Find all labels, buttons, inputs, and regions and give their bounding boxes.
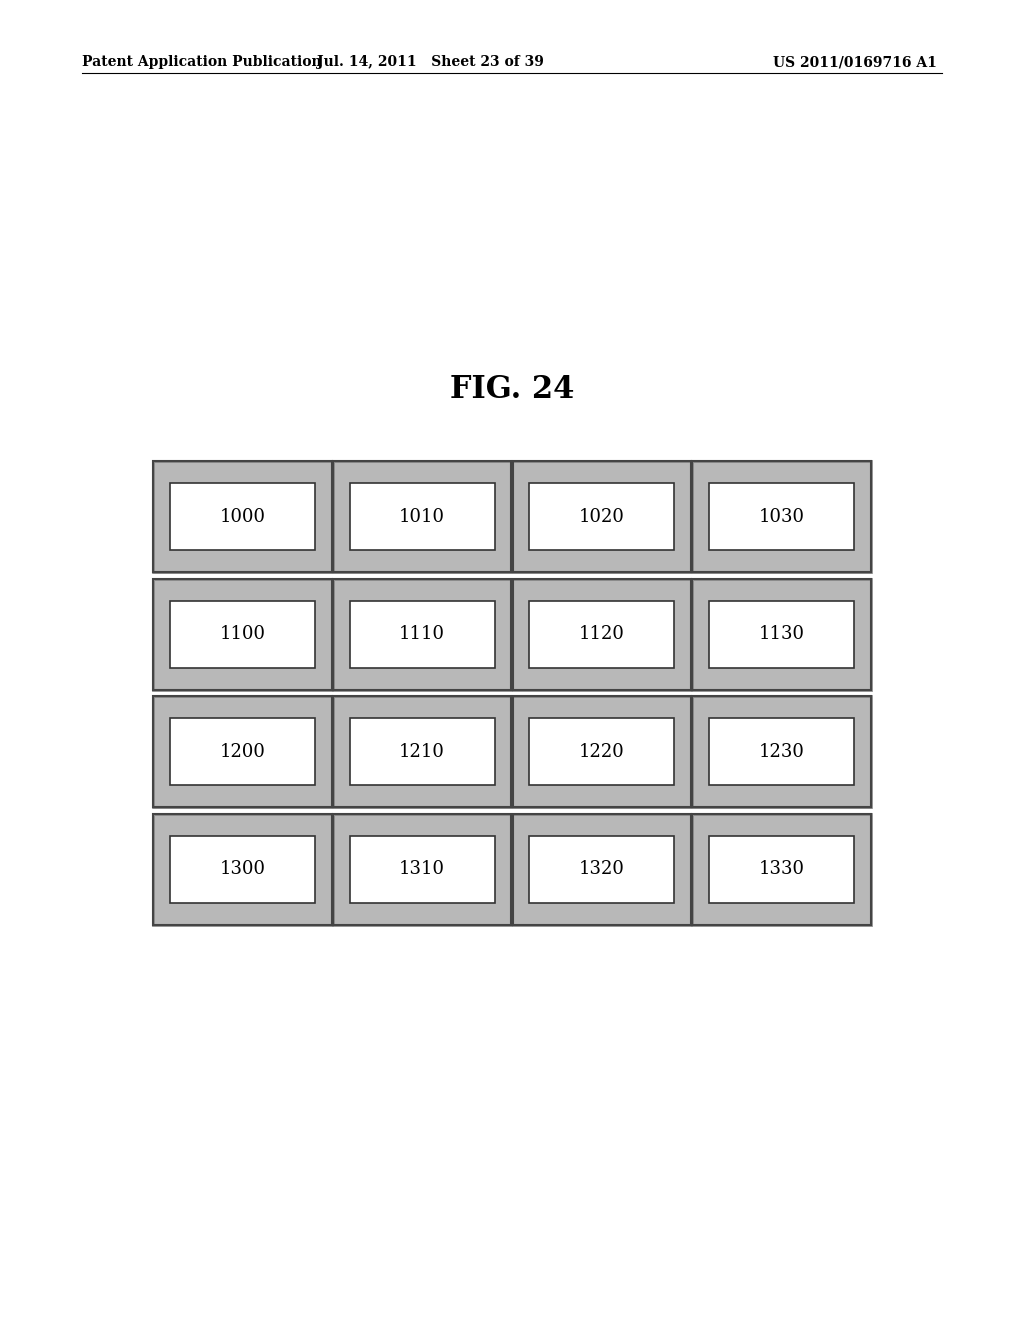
Text: 1330: 1330 <box>759 861 805 878</box>
Text: 1300: 1300 <box>219 861 265 878</box>
Text: 1200: 1200 <box>219 743 265 760</box>
Text: 1110: 1110 <box>399 626 445 643</box>
Text: 1120: 1120 <box>579 626 625 643</box>
Text: 1230: 1230 <box>759 743 805 760</box>
Text: 1320: 1320 <box>579 861 625 878</box>
Text: 1220: 1220 <box>579 743 625 760</box>
Text: 1000: 1000 <box>219 508 265 525</box>
Text: 1010: 1010 <box>399 508 445 525</box>
Text: US 2011/0169716 A1: US 2011/0169716 A1 <box>773 55 937 70</box>
Text: 1100: 1100 <box>219 626 265 643</box>
Text: Patent Application Publication: Patent Application Publication <box>82 55 322 70</box>
Text: 1210: 1210 <box>399 743 445 760</box>
Text: Jul. 14, 2011   Sheet 23 of 39: Jul. 14, 2011 Sheet 23 of 39 <box>316 55 544 70</box>
Text: 1310: 1310 <box>399 861 445 878</box>
Text: 1030: 1030 <box>759 508 805 525</box>
Text: 1130: 1130 <box>759 626 805 643</box>
Text: FIG. 24: FIG. 24 <box>450 374 574 405</box>
Text: 1020: 1020 <box>579 508 625 525</box>
